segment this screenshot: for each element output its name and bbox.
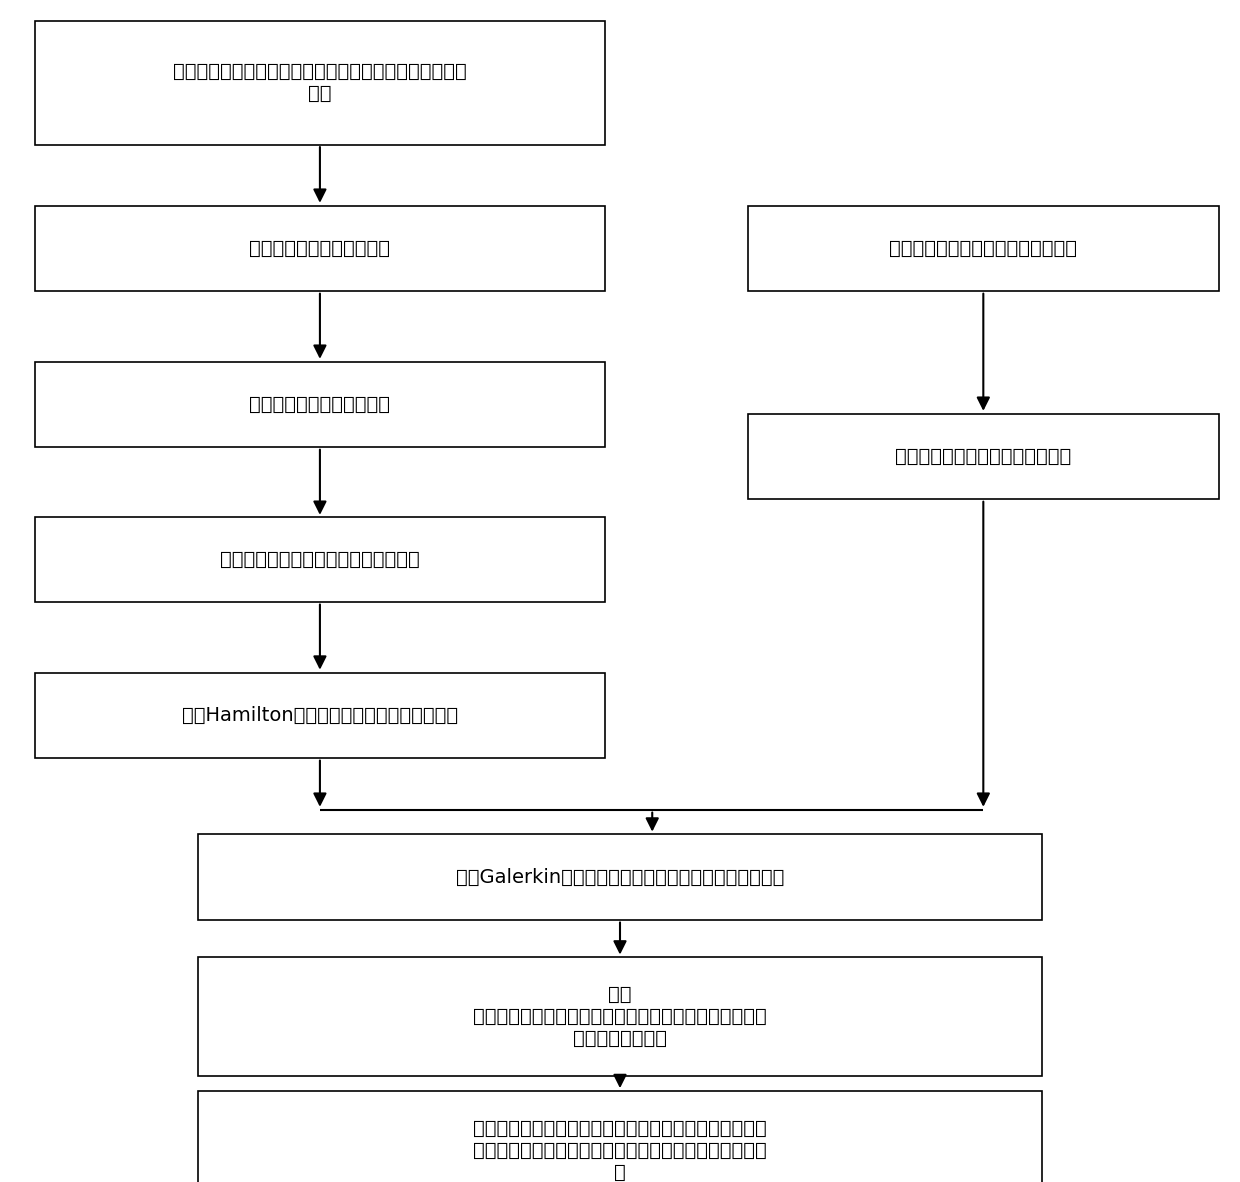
Text: 根据边界条件确定振型函数表达式: 根据边界条件确定振型函数表达式 xyxy=(895,447,1071,466)
Text: 计算
凸肩叶片在不同支承刚度、不同凸肩位置、不同转速下的
固有频率和谐响应: 计算 凸肩叶片在不同支承刚度、不同凸肩位置、不同转速下的 固有频率和谐响应 xyxy=(474,985,766,1048)
FancyBboxPatch shape xyxy=(35,20,605,144)
FancyBboxPatch shape xyxy=(35,362,605,447)
Text: 根据Hamilton能量方程确定凸肩叶片运动方程: 根据Hamilton能量方程确定凸肩叶片运动方程 xyxy=(182,706,458,725)
Text: 根据接界条件确定振型函数递推关系: 根据接界条件确定振型函数递推关系 xyxy=(889,239,1078,258)
FancyBboxPatch shape xyxy=(35,673,605,758)
Text: 构建含安装角的变截面扭形叶片动力学建模所需的三维坐
标系: 构建含安装角的变截面扭形叶片动力学建模所需的三维坐 标系 xyxy=(174,63,466,103)
Text: 计算凸肩叶片的势能表达式: 计算凸肩叶片的势能表达式 xyxy=(249,395,391,414)
FancyBboxPatch shape xyxy=(198,1091,1042,1182)
FancyBboxPatch shape xyxy=(35,206,605,291)
FancyBboxPatch shape xyxy=(748,414,1219,499)
FancyBboxPatch shape xyxy=(748,206,1219,291)
Text: 利用Galerkin方法对凸肩叶片的运动方程进行离散化处理: 利用Galerkin方法对凸肩叶片的运动方程进行离散化处理 xyxy=(456,868,784,886)
FancyBboxPatch shape xyxy=(35,517,605,602)
Text: 计算作用在凸肩叶片的外力做功表达式: 计算作用在凸肩叶片的外力做功表达式 xyxy=(219,550,420,569)
Text: 计算凸肩叶片的动能表达式: 计算凸肩叶片的动能表达式 xyxy=(249,239,391,258)
FancyBboxPatch shape xyxy=(198,834,1042,920)
Text: 根据所获得的凸肩叶片的固有特性曲线和谐响应曲线，制
定含叶片系统的工作转速，避免共振，使系统安全稳定运
行: 根据所获得的凸肩叶片的固有特性曲线和谐响应曲线，制 定含叶片系统的工作转速，避免… xyxy=(474,1118,766,1182)
FancyBboxPatch shape xyxy=(198,957,1042,1076)
